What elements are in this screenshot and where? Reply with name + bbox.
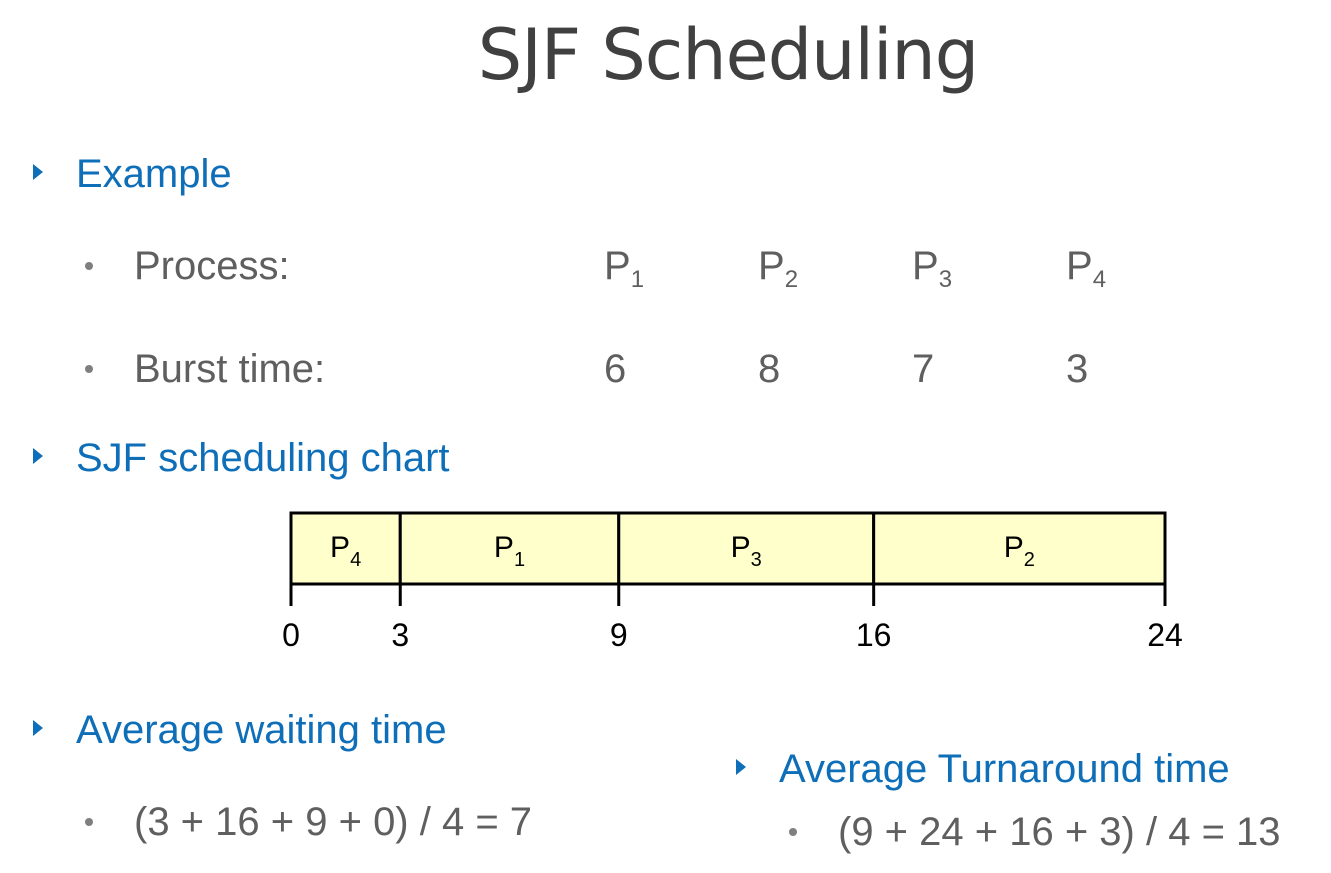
gantt-tick-label: 9 bbox=[610, 617, 628, 653]
bullet-dot-icon bbox=[789, 828, 797, 836]
gantt-block-label: P1 bbox=[494, 531, 525, 571]
section-avg-wait-label: Average waiting time bbox=[76, 708, 447, 752]
process-cell-2: P2 bbox=[758, 244, 799, 293]
process-label: Process: bbox=[134, 244, 290, 288]
bullet-arrow-icon bbox=[33, 448, 43, 464]
avg-wait-item: (3 + 16 + 9 + 0) / 4 = 7 bbox=[85, 800, 533, 845]
process-cell-3: P3 bbox=[912, 244, 953, 293]
gantt-block bbox=[617, 511, 876, 586]
bullet-arrow-icon bbox=[33, 164, 43, 180]
section-chart-label: SJF scheduling chart bbox=[76, 436, 450, 480]
gantt-block-label: P4 bbox=[330, 531, 361, 571]
section-avg-wait: Average waiting time bbox=[33, 708, 447, 753]
gantt-block bbox=[872, 511, 1167, 586]
burst-value-3: 7 bbox=[912, 347, 935, 391]
burst-value-4: 3 bbox=[1066, 347, 1089, 391]
gantt-tick-label: 0 bbox=[282, 617, 300, 653]
bullet-dot-icon bbox=[85, 365, 93, 373]
process-cell-1: P1 bbox=[604, 244, 645, 293]
process-cell-4: P4 bbox=[1066, 244, 1107, 293]
burst-row-label: Burst time: bbox=[85, 347, 326, 392]
section-example-label: Example bbox=[76, 152, 232, 196]
bullet-arrow-icon bbox=[736, 759, 746, 775]
burst-value-1: 6 bbox=[604, 347, 627, 391]
bullet-dot-icon bbox=[85, 818, 93, 826]
gantt-block-label: P2 bbox=[1004, 531, 1035, 571]
gantt-block bbox=[289, 511, 402, 586]
gantt-tick-label: 24 bbox=[1147, 617, 1183, 653]
section-avg-turnaround: Average Turnaround time bbox=[736, 747, 1230, 792]
bullet-dot-icon bbox=[85, 262, 93, 270]
process-row-label: Process: bbox=[85, 244, 290, 289]
gantt-block bbox=[398, 511, 621, 586]
burst-label: Burst time: bbox=[134, 347, 326, 391]
avg-turnaround-item: (9 + 24 + 16 + 3) / 4 = 13 bbox=[789, 810, 1281, 855]
gantt-block-label: P3 bbox=[731, 531, 762, 571]
avg-turnaround-formula: (9 + 24 + 16 + 3) / 4 = 13 bbox=[838, 810, 1281, 854]
gantt-tick-label: 3 bbox=[391, 617, 409, 653]
slide-title: SJF Scheduling bbox=[477, 14, 979, 96]
section-avg-turnaround-label: Average Turnaround time bbox=[779, 747, 1230, 791]
avg-wait-formula: (3 + 16 + 9 + 0) / 4 = 7 bbox=[134, 800, 533, 844]
burst-value-2: 8 bbox=[758, 347, 781, 391]
gantt-tick-label: 16 bbox=[856, 617, 892, 653]
bullet-arrow-icon bbox=[33, 720, 43, 736]
section-chart: SJF scheduling chart bbox=[33, 436, 450, 481]
section-example: Example bbox=[33, 152, 232, 197]
